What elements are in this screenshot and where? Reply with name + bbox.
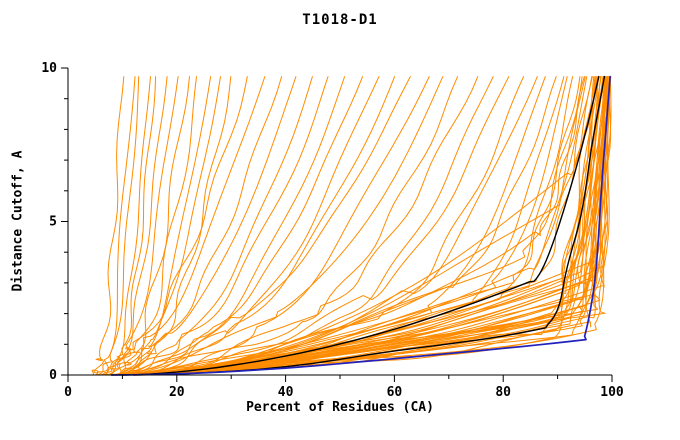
- model-curve: [132, 76, 593, 376]
- model-curve: [127, 76, 479, 376]
- model-curve: [116, 76, 346, 376]
- x-axis-label: Percent of Residues (CA): [246, 400, 434, 415]
- x-tick-label: 0: [64, 385, 72, 400]
- model-curve: [116, 76, 221, 376]
- model-curve: [111, 76, 430, 376]
- models-group: [89, 76, 612, 376]
- model-curve: [116, 76, 510, 376]
- model-curve: [116, 76, 297, 376]
- reference-model-curve: [110, 75, 611, 376]
- y-tick-label: 10: [41, 61, 57, 76]
- x-tick-label: 80: [495, 385, 511, 400]
- x-tick-label: 20: [169, 385, 185, 400]
- model-curve: [116, 76, 583, 376]
- model-curve: [111, 76, 283, 376]
- model-curve: [100, 76, 248, 376]
- plot-title: T1018-D1: [302, 12, 378, 28]
- model-curve: [111, 76, 593, 376]
- y-tick-label: 0: [49, 368, 57, 383]
- model-curve: [116, 76, 611, 376]
- reference-model-group: [110, 75, 611, 376]
- model-curve: [100, 76, 157, 376]
- model-curve: [94, 76, 136, 376]
- model-curve: [132, 76, 396, 376]
- y-tick-label: 5: [49, 215, 57, 230]
- model-curve: [89, 76, 125, 376]
- model-curve: [111, 76, 329, 376]
- model-curve: [111, 76, 197, 376]
- model-curve: [121, 76, 459, 376]
- x-tick-label: 100: [600, 385, 624, 400]
- model-curve: [105, 76, 588, 376]
- highlighted-model-curve: [121, 75, 600, 376]
- x-tick-label: 40: [278, 385, 294, 400]
- model-curve: [143, 76, 599, 376]
- model-curve: [105, 76, 179, 376]
- x-tick-label: 60: [387, 385, 403, 400]
- model-curve: [94, 76, 140, 376]
- model-curve: [105, 76, 411, 376]
- model-curve: [116, 76, 444, 376]
- model-curve: [105, 76, 168, 376]
- model-curve: [105, 76, 266, 376]
